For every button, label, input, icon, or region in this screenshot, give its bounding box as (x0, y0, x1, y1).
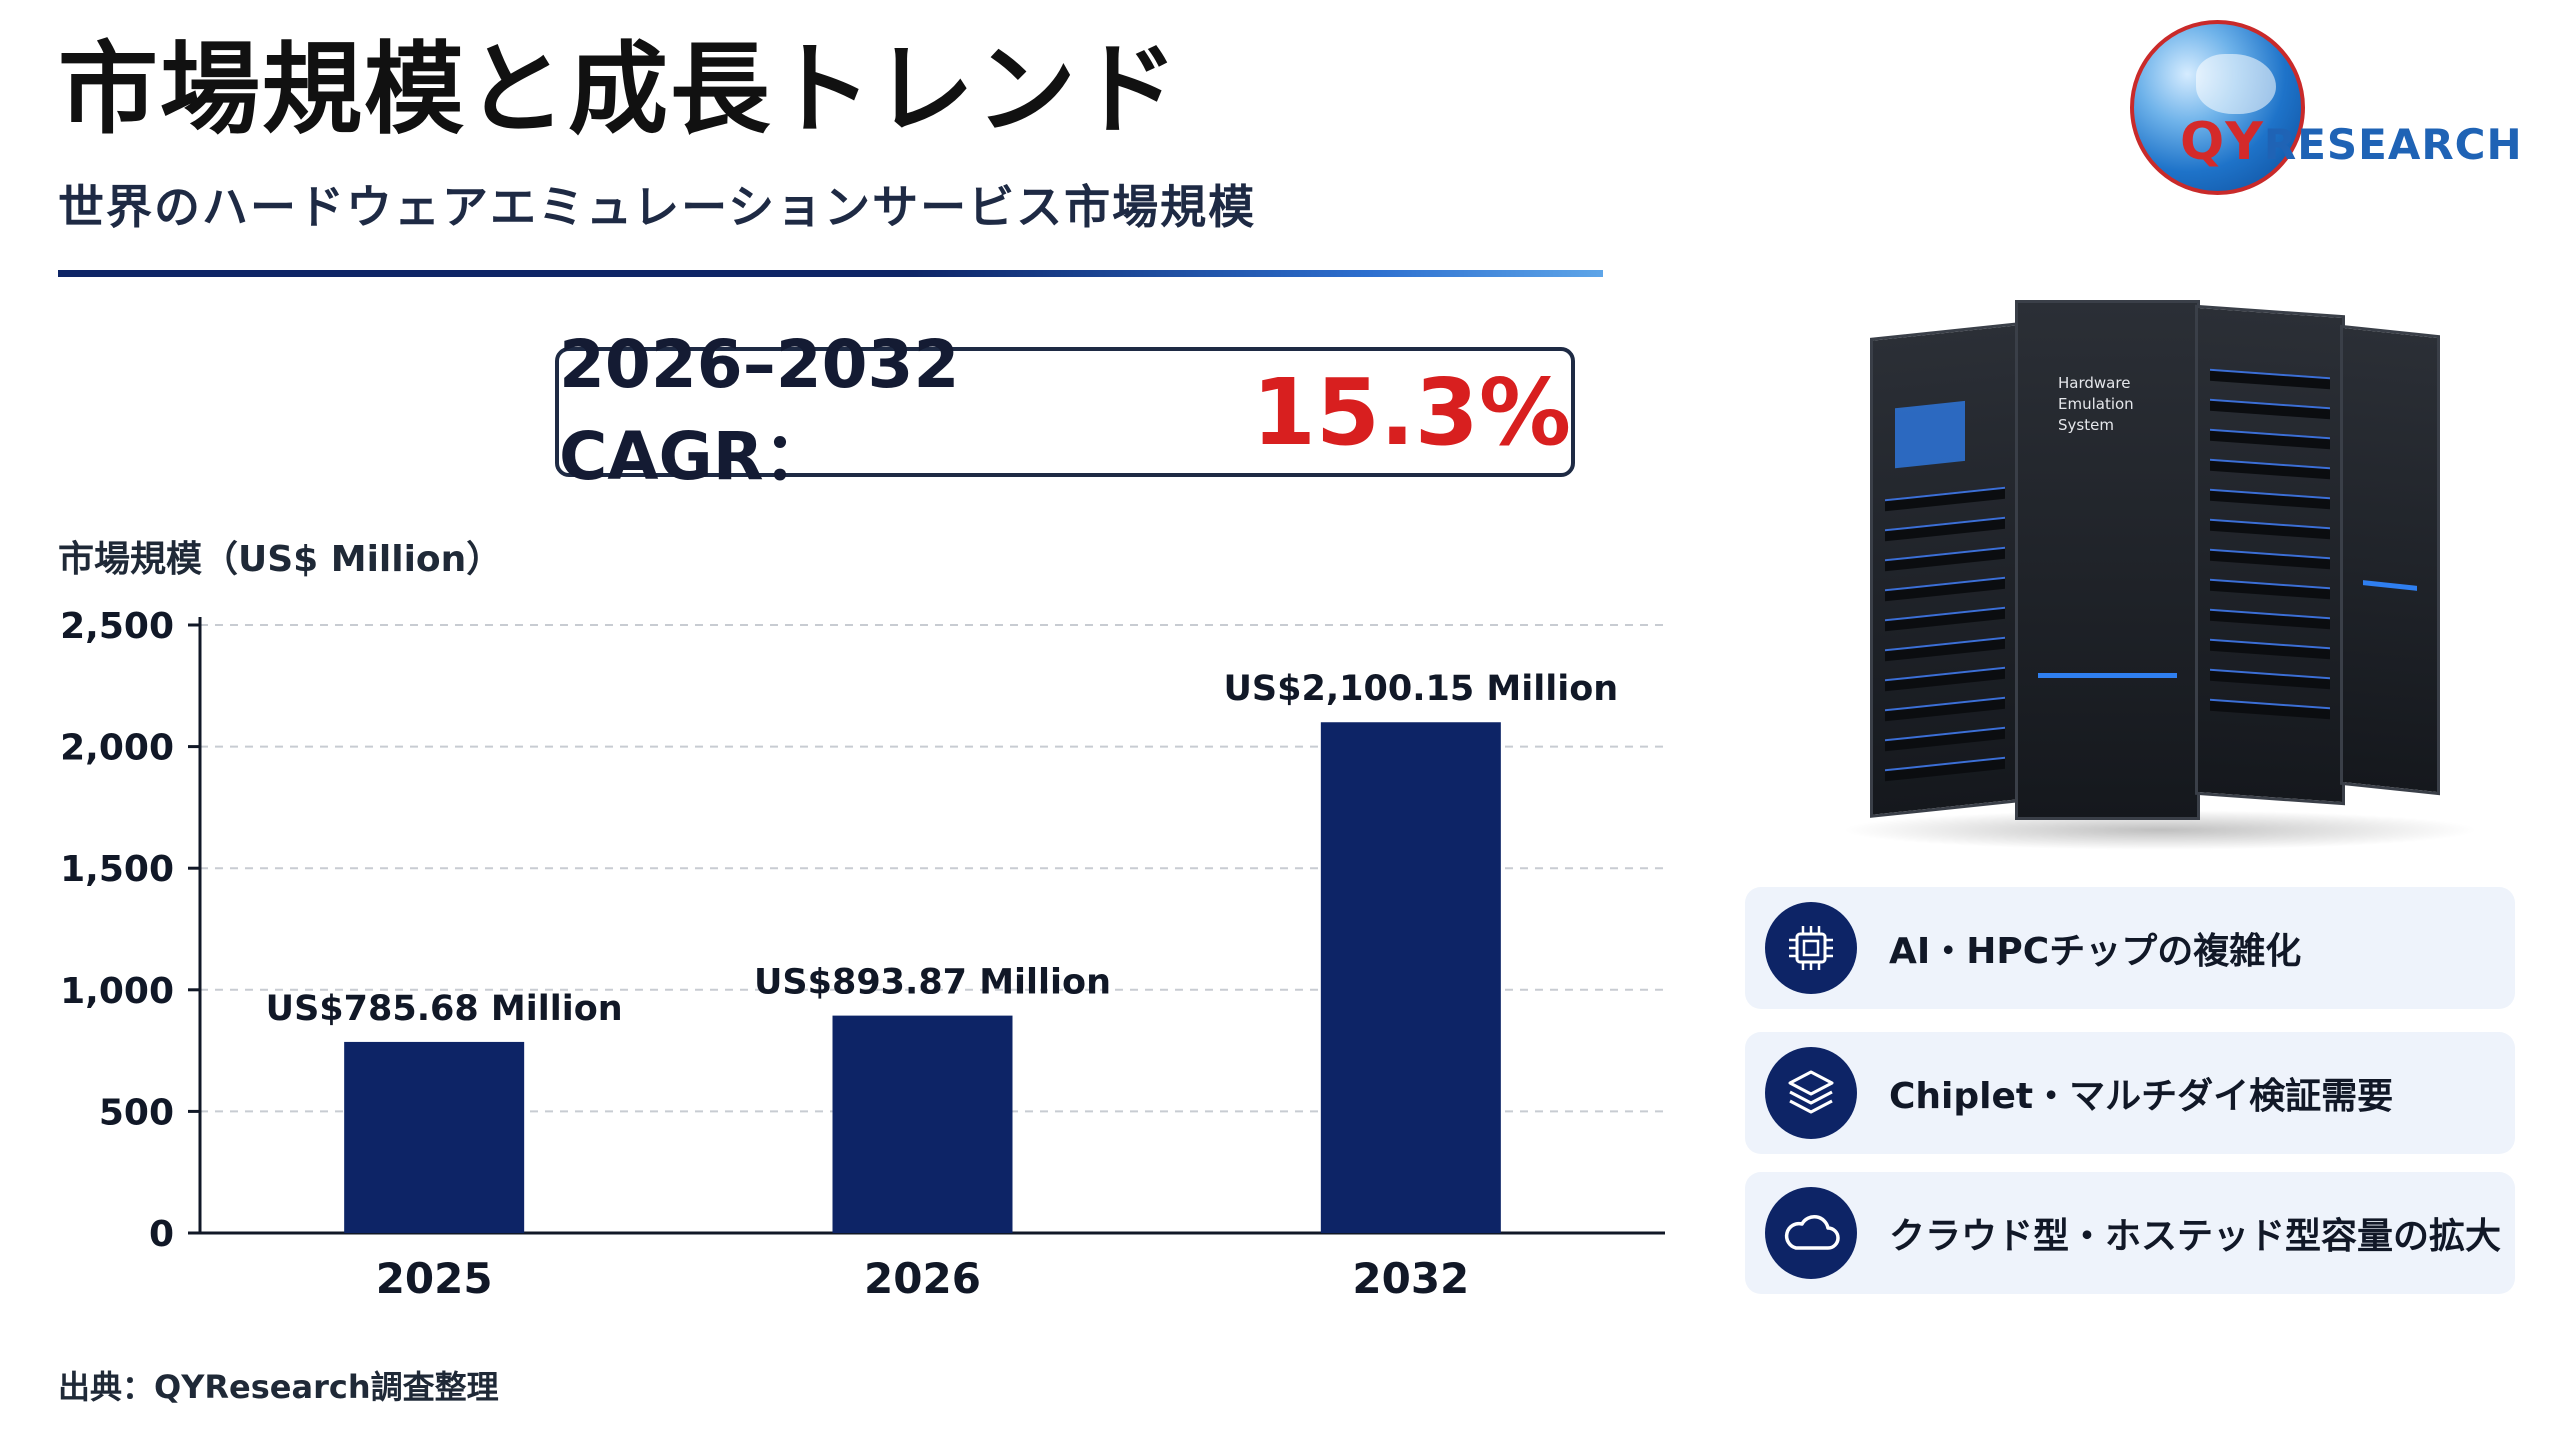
feature-card-ai-hpc: AI・HPCチップの複雑化 (1745, 887, 2515, 1009)
cagr-value: 15.3% (1251, 358, 1571, 466)
y-tick-label: 2,000 (60, 728, 174, 769)
server-rack-side (2340, 324, 2440, 796)
rack-screen (1895, 400, 1965, 469)
cloud-icon (1765, 1187, 1857, 1279)
server-rack-main: Hardware Emulation System (2015, 300, 2200, 820)
data-label: US$893.87 Million (754, 963, 1111, 1003)
bar (344, 1041, 525, 1233)
x-tick-label: 2032 (1352, 1254, 1469, 1303)
feature-text: Chiplet・マルチダイ検証需要 (1889, 1076, 2394, 1117)
chip-icon (1765, 902, 1857, 994)
feature-card-cloud: クラウド型・ホステッド型容量の拡大 (1745, 1172, 2515, 1294)
bar (832, 1015, 1013, 1233)
y-tick-label: 2,500 (60, 606, 174, 647)
bar-chart: 0 500 1,000 1,500 2,000 2,500 US$785.68 Millio… (60, 606, 1665, 1303)
source-note: 出典：QYResearch調査整理 (58, 1368, 499, 1406)
y-tick-label: 1,000 (60, 971, 174, 1012)
server-rack-image: Hardware Emulation System (1790, 250, 2490, 870)
bar (1320, 722, 1501, 1233)
cagr-label: 2026–2032 CAGR： (559, 325, 960, 495)
rack-label: Hardware Emulation System (2058, 374, 2134, 434)
y-tick-label: 0 (149, 1214, 174, 1255)
page-title: 市場規模と成長トレンド (58, 31, 1180, 148)
globe-icon (2130, 20, 2305, 195)
feature-card-chiplet: Chiplet・マルチダイ検証需要 (1745, 1032, 2515, 1154)
title-divider (58, 270, 1603, 277)
cagr-box: 2026–2032 CAGR： 15.3% (555, 326, 1575, 495)
y-axis-title: 市場規模（US$ Million） (58, 539, 503, 580)
x-tick-label: 2026 (864, 1254, 981, 1303)
y-tick-label: 1,500 (60, 849, 174, 890)
server-rack-right (2195, 304, 2345, 806)
data-label: US$2,100.15 Million (1224, 669, 1619, 709)
qyresearch-logo: QYRESEARCH (2120, 20, 2540, 205)
logo-text: QYRESEARCH (2180, 112, 2523, 172)
page-subtitle: 世界のハードウェアエミュレーションサービス市場規模 (58, 180, 1257, 234)
data-label: US$785.68 Million (266, 989, 623, 1029)
x-tick-label: 2025 (376, 1254, 493, 1303)
layers-icon (1765, 1047, 1857, 1139)
y-tick-label: 500 (99, 1092, 174, 1133)
server-rack-left (1870, 322, 2020, 818)
feature-text: AI・HPCチップの複雑化 (1889, 931, 2302, 972)
feature-text: クラウド型・ホステッド型容量の拡大 (1889, 1216, 2502, 1257)
